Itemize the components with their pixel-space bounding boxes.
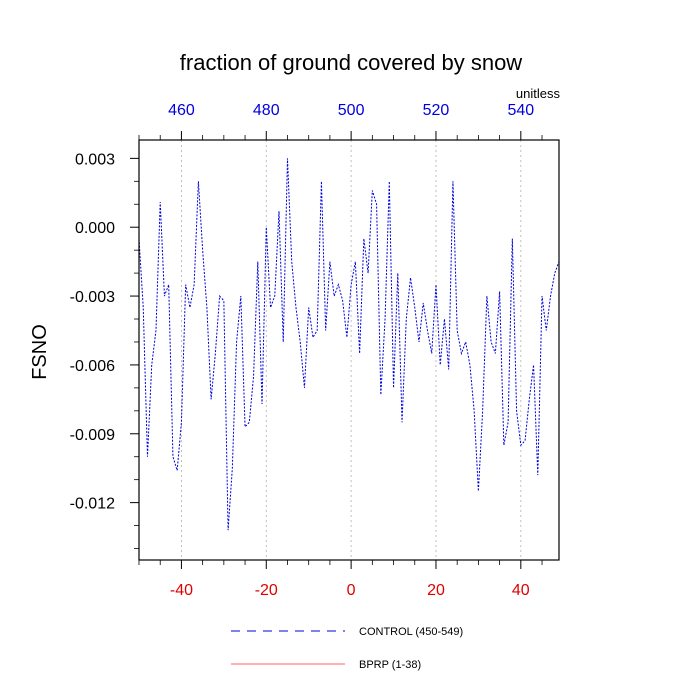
series-layer [138, 158, 560, 531]
grid-lines [181, 140, 522, 560]
units-label: unitless [516, 86, 561, 101]
y-tick-label-5: -0.012 [70, 496, 115, 513]
legend: CONTROL (450-549) BPRP (1-38) [231, 626, 463, 671]
x-tick-label-0: -40 [170, 582, 193, 599]
top-tick-label-0: 460 [168, 102, 195, 119]
tick-layer [130, 131, 543, 569]
series-line-0 [138, 158, 560, 531]
top-tick-label-3: 520 [423, 102, 450, 119]
x-tick-label-1: -20 [255, 582, 278, 599]
chart-title: fraction of ground covered by snow [180, 50, 523, 75]
y-axis-label: FSNO [29, 324, 51, 380]
legend-label-1: BPRP (1-38) [359, 659, 421, 671]
top-tick-label-1: 480 [253, 102, 280, 119]
x-tick-label-2: 0 [347, 582, 356, 599]
plot-frame [138, 139, 560, 561]
tick-label-layer: -40 -20 0 20 40 460 480 500 520 540 0.003 0.000 -0.0… [70, 102, 535, 599]
top-tick-label-4: 540 [507, 102, 534, 119]
y-tick-label-1: 0.000 [75, 220, 115, 237]
top-tick-label-2: 500 [338, 102, 365, 119]
x-tick-label-3: 20 [427, 582, 445, 599]
y-tick-label-2: -0.003 [70, 289, 115, 306]
legend-label-0: CONTROL (450-549) [359, 626, 463, 638]
y-tick-label-3: -0.006 [70, 358, 115, 375]
y-tick-label-0: 0.003 [75, 151, 115, 168]
x-tick-label-4: 40 [512, 582, 530, 599]
y-tick-label-4: -0.009 [70, 427, 115, 444]
